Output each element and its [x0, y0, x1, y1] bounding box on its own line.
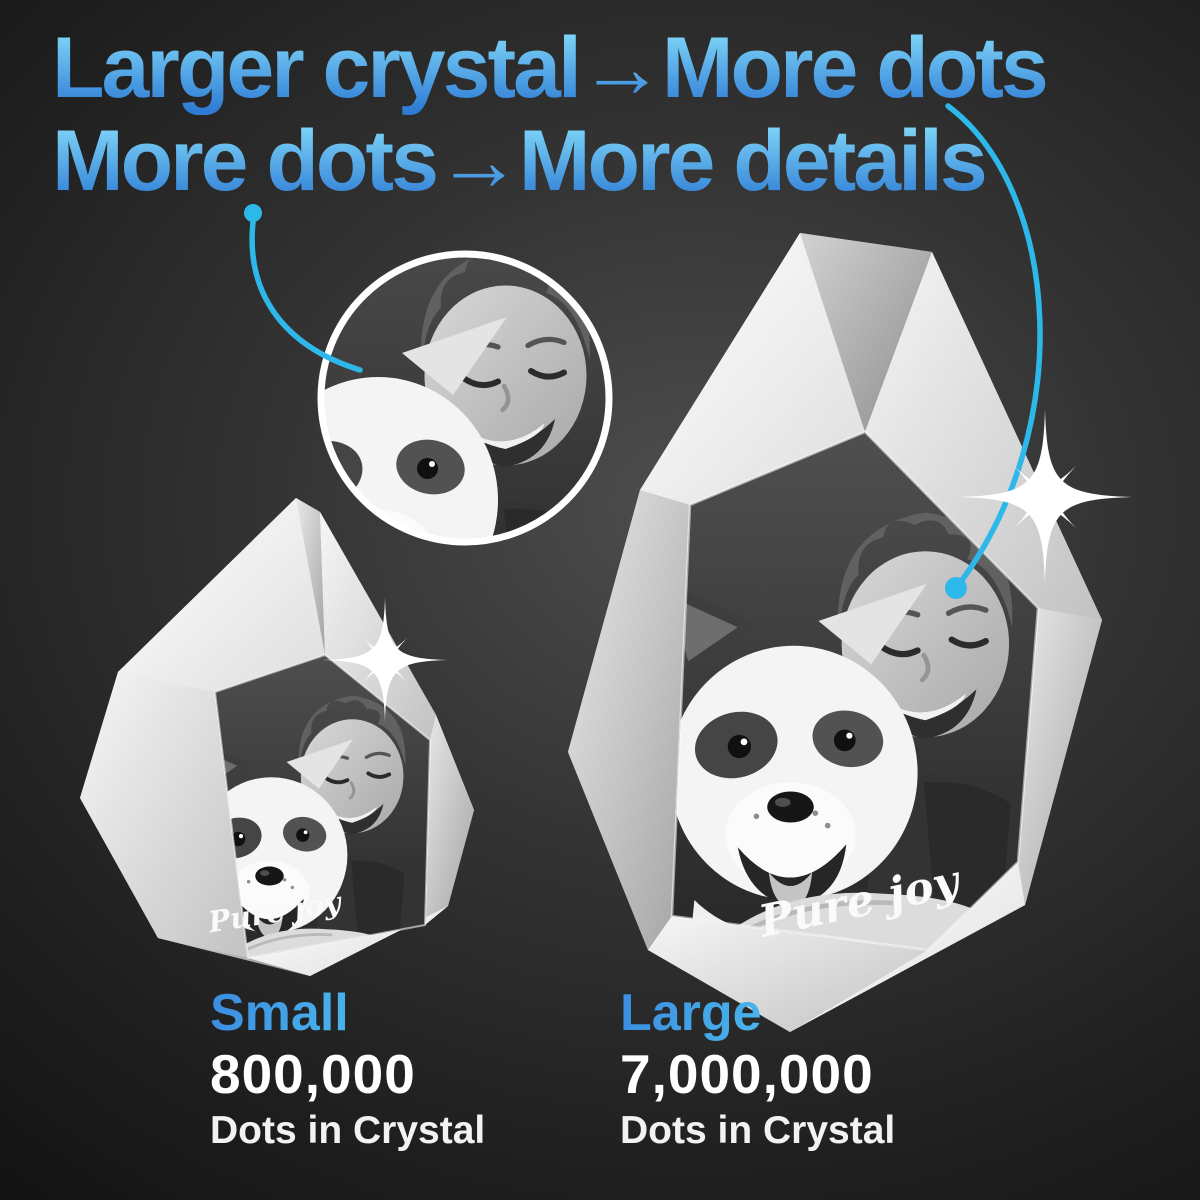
- connector-right: [945, 103, 1043, 599]
- small-crystal-label-block: Small 800,000 Dots in Crystal: [210, 984, 485, 1156]
- large-crystal-label-block: Large 7,000,000 Dots in Crystal: [620, 984, 895, 1156]
- small-crystal: Pure joy: [80, 498, 474, 976]
- headline-line2: More dots→More details: [52, 115, 1046, 208]
- small-size-label: Small: [210, 984, 485, 1042]
- small-crystal-engraved-photo: Pure joy: [205, 653, 432, 960]
- headline: Larger crystal→More dots More dots→More …: [52, 20, 1049, 208]
- headline-line1: Larger crystal→More dots: [52, 20, 1049, 116]
- large-crystal: Pure joy: [568, 233, 1102, 1032]
- large-size-label: Large: [620, 984, 895, 1042]
- photo-inset-ring: [317, 250, 613, 546]
- small-dots-count: 800,000: [210, 1043, 416, 1105]
- large-dots-caption: Dots in Crystal: [620, 1109, 896, 1152]
- photo-inset: [317, 250, 613, 546]
- connector-left-dot: [244, 204, 262, 222]
- large-crystal-engraved-photo: Pure joy: [670, 430, 1040, 952]
- small-dots-caption: Dots in Crystal: [210, 1109, 486, 1152]
- connector-left: [244, 204, 363, 373]
- connector-right-dot: [945, 577, 967, 599]
- large-dots-count: 7,000,000: [620, 1043, 874, 1105]
